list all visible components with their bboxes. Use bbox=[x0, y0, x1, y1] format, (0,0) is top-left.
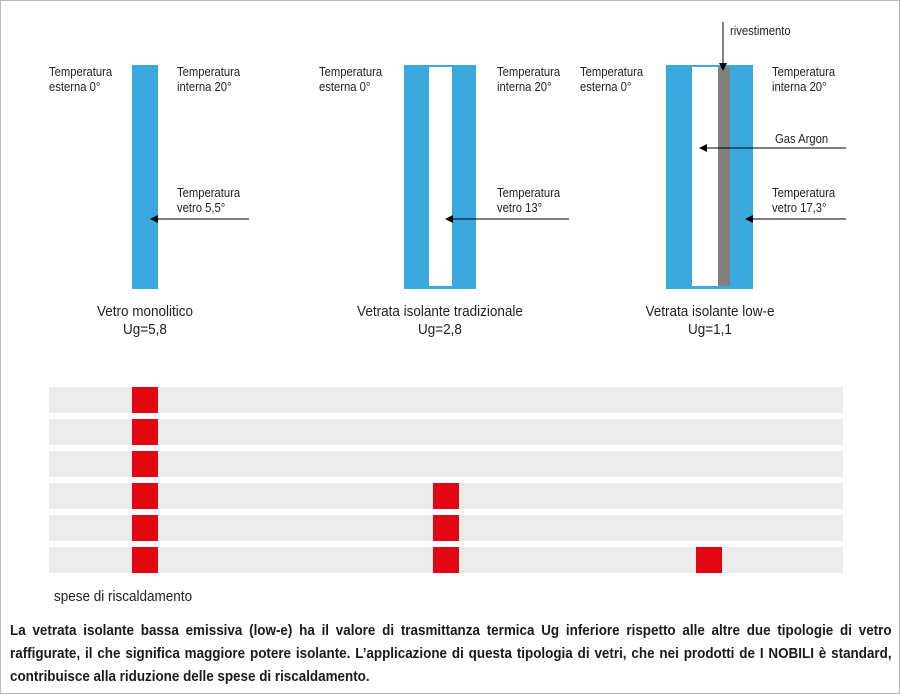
heating-cost-block bbox=[696, 547, 722, 573]
cost-row bbox=[49, 451, 843, 477]
external-temperature-label: Temperatura esterna 0° bbox=[580, 65, 644, 94]
air-gap bbox=[429, 67, 452, 286]
heating-cost-block bbox=[132, 483, 158, 509]
panel-caption: Vetrata isolante tradizionale Ug=2,8 bbox=[357, 303, 523, 338]
heating-cost-block bbox=[433, 483, 459, 509]
glass-pane bbox=[132, 65, 158, 289]
internal-temperature-label: Temperatura interna 20° bbox=[177, 65, 241, 94]
low-e-coating bbox=[718, 67, 730, 286]
cost-row bbox=[49, 419, 843, 445]
description-text: La vetrata isolante bassa emissiva (low-… bbox=[10, 622, 892, 685]
heating-cost-legend: spese di riscaldamento bbox=[54, 588, 193, 605]
argon-gas-label: Gas Argon bbox=[775, 132, 829, 146]
panel-caption: Vetrata isolante low-e Ug=1,1 bbox=[645, 303, 775, 338]
heating-cost-block bbox=[132, 451, 158, 477]
glass-temperature-label: Temperatura vetro 17,3° bbox=[772, 186, 836, 215]
external-temperature-label: Temperatura esterna 0° bbox=[319, 65, 383, 94]
glass-temperature-label: Temperatura vetro 5,5° bbox=[177, 186, 241, 215]
heating-cost-block bbox=[132, 515, 158, 541]
heating-cost-block bbox=[433, 515, 459, 541]
heating-cost-block bbox=[132, 547, 158, 573]
internal-temperature-label: Temperatura interna 20° bbox=[497, 65, 561, 94]
heating-cost-block bbox=[433, 547, 459, 573]
panel-caption: Vetro monolitico Ug=5,8 bbox=[96, 303, 194, 338]
heating-cost-block bbox=[132, 387, 158, 413]
glass-temperature-label: Temperatura vetro 13° bbox=[497, 186, 561, 215]
internal-temperature-label: Temperatura interna 20° bbox=[772, 65, 836, 94]
coating-label: rivestimento bbox=[730, 24, 791, 38]
external-temperature-label: Temperatura esterna 0° bbox=[49, 65, 113, 94]
argon-gap bbox=[692, 67, 718, 286]
cost-row bbox=[49, 387, 843, 413]
heating-cost-block bbox=[132, 419, 158, 445]
